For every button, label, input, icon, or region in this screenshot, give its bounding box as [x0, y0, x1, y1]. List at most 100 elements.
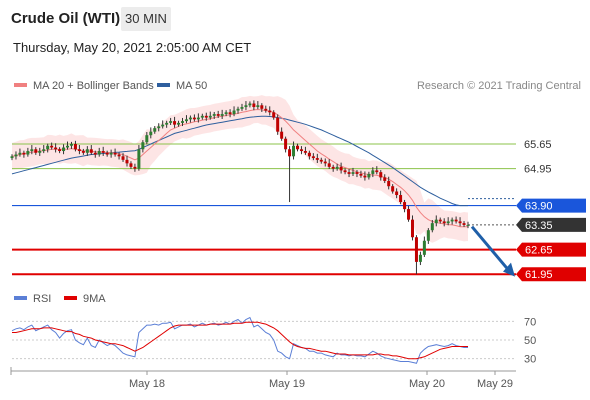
candle-body: [462, 223, 466, 225]
candle-body: [208, 115, 212, 118]
candle-body: [89, 149, 93, 153]
candle-body: [303, 151, 307, 153]
candle-body: [22, 152, 26, 155]
x-axis-tick-label: May 20: [409, 378, 445, 390]
legend-item-9ma: 9MA: [64, 293, 106, 305]
forecast-arrow-head: [503, 262, 515, 277]
candle-body: [46, 145, 50, 150]
candle-body: [276, 117, 280, 132]
level-tag-5: [516, 267, 586, 282]
candle-body: [252, 103, 256, 108]
candle-body: [228, 112, 232, 115]
level-tag-label: 63.90: [525, 201, 553, 213]
candle-body: [391, 186, 395, 192]
candle-body: [418, 254, 422, 262]
legend-item-ma20-bollinger: MA 20 + Bollinger Bands: [14, 80, 154, 92]
candle-body: [284, 138, 288, 150]
rsi-9ma-line: [12, 321, 468, 360]
candle-body: [403, 202, 407, 210]
candle-body: [422, 240, 426, 255]
candle-body: [355, 172, 359, 174]
candle-body: [10, 156, 14, 159]
instrument-title: Crude Oil (WTI): [11, 10, 121, 27]
candle-body: [331, 166, 335, 169]
candle-body: [264, 108, 268, 111]
candle-body: [240, 107, 244, 109]
candle-body: [442, 221, 446, 224]
candle-body: [173, 121, 177, 125]
9ma-legend-label: 9MA: [83, 293, 106, 305]
candle-body: [14, 154, 18, 157]
rsi-legend-label: RSI: [33, 293, 52, 305]
candle-body: [157, 126, 161, 129]
ma20-legend-label: MA 20 + Bollinger Bands: [33, 80, 154, 92]
candle-body: [232, 110, 236, 115]
candle-body: [192, 117, 196, 120]
9ma-swatch: [64, 296, 77, 301]
candle-body: [149, 131, 153, 136]
candle-body: [62, 147, 66, 152]
candle-body: [42, 149, 46, 152]
candle-body: [288, 149, 292, 157]
candle-body: [359, 173, 363, 176]
candle-body: [177, 122, 181, 125]
candle-body: [466, 224, 470, 226]
candle-body: [58, 149, 62, 152]
candle-body: [292, 145, 296, 157]
candle-body: [18, 152, 22, 155]
candle-body: [454, 219, 458, 222]
candle-body: [430, 223, 434, 231]
candle-body: [395, 191, 399, 196]
candle-body: [204, 115, 208, 118]
candle-body: [30, 149, 34, 152]
candle-body: [323, 161, 327, 164]
legend-item-rsi: RSI: [14, 293, 51, 305]
candle-body: [446, 221, 450, 224]
candle-body: [339, 166, 343, 171]
candle-body: [256, 105, 260, 108]
candle-body: [375, 170, 379, 173]
x-axis-tick-label: May 18: [129, 378, 165, 390]
rsi-line: [11, 316, 468, 364]
chart-datetime: Thursday, May 20, 2021 2:05:00 AM CET: [13, 40, 252, 55]
timeframe-button[interactable]: 30 MIN: [121, 7, 171, 31]
candle-body: [383, 177, 387, 181]
candle-body: [212, 114, 216, 116]
candle-body: [438, 219, 442, 222]
rsi-tick-label: 50: [524, 335, 536, 347]
candle-body: [38, 151, 42, 153]
candle-body: [165, 122, 169, 125]
resistance-level-label: 65.65: [524, 139, 552, 151]
level-tag-label: 63.35: [525, 220, 553, 232]
candle-body: [77, 149, 81, 152]
candle-body: [161, 124, 165, 127]
candle-body: [410, 219, 414, 238]
ma50-line: [11, 115, 468, 207]
rsi-tick-label: 30: [524, 354, 536, 366]
candle-body: [399, 195, 403, 203]
level-tag-label: 61.95: [525, 269, 553, 281]
resistance-level-label: 64.95: [524, 164, 552, 176]
candle-body: [105, 152, 109, 155]
candle-body: [133, 166, 137, 169]
level-tag-4: [516, 242, 586, 257]
candle-body: [109, 152, 113, 155]
candle-body: [216, 114, 220, 116]
forecast-arrow-shaft: [470, 225, 511, 272]
candle-body: [260, 105, 264, 109]
candle-body: [93, 152, 97, 155]
candle-body: [458, 221, 462, 224]
candle-body: [371, 170, 375, 174]
ma50-legend-label: MA 50: [176, 80, 208, 92]
candle-body: [26, 151, 30, 155]
candle-body: [97, 151, 101, 155]
candle-body: [379, 172, 383, 178]
level-tag-label: 62.65: [525, 245, 553, 257]
candle-body: [129, 163, 133, 167]
candle-body: [236, 108, 240, 111]
candle-body: [85, 149, 89, 153]
candle-body: [280, 131, 284, 139]
candle-body: [169, 121, 173, 123]
ma50-swatch: [157, 83, 170, 88]
